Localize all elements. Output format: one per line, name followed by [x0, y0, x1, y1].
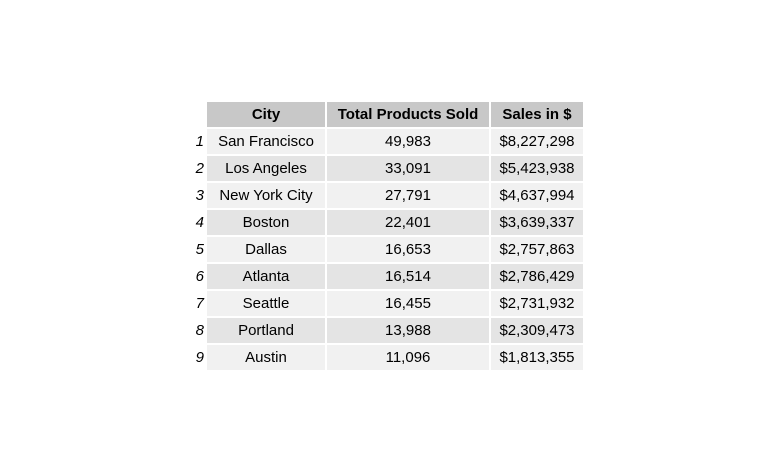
column-header-sales: Sales in $	[491, 102, 583, 127]
table-row: 5 Dallas 16,653 $2,757,863	[190, 237, 583, 262]
city-cell: Portland	[207, 318, 325, 343]
city-cell: San Francisco	[207, 129, 325, 154]
city-cell: Austin	[207, 345, 325, 370]
table-row: 3 New York City 27,791 $4,637,994	[190, 183, 583, 208]
products-sold-cell: 13,988	[327, 318, 489, 343]
sales-by-city-table: City Total Products Sold Sales in $ 1 San…	[188, 100, 585, 372]
sales-cell: $5,423,938	[491, 156, 583, 181]
row-index: 3	[195, 187, 204, 204]
sales-cell: $2,731,932	[491, 291, 583, 316]
products-sold-cell: 16,653	[327, 237, 489, 262]
column-header-products: Total Products Sold	[327, 102, 489, 127]
table-row: 1 San Francisco 49,983 $8,227,298	[190, 129, 583, 154]
products-sold-cell: 16,455	[327, 291, 489, 316]
sales-cell: $1,813,355	[491, 345, 583, 370]
sales-cell: $4,637,994	[491, 183, 583, 208]
table-row: 8 Portland 13,988 $2,309,473	[190, 318, 583, 343]
table-row: 6 Atlanta 16,514 $2,786,429	[190, 264, 583, 289]
table-header-row: City Total Products Sold Sales in $	[190, 102, 583, 127]
sales-cell: $3,639,337	[491, 210, 583, 235]
sales-cell: $2,786,429	[491, 264, 583, 289]
sales-table-container: City Total Products Sold Sales in $ 1 San…	[188, 100, 585, 372]
products-sold-cell: 22,401	[327, 210, 489, 235]
products-sold-cell: 33,091	[327, 156, 489, 181]
sales-cell: $2,309,473	[491, 318, 583, 343]
table-row: 7 Seattle 16,455 $2,731,932	[190, 291, 583, 316]
table-body: 1 San Francisco 49,983 $8,227,298 2 Los Angel…	[190, 129, 583, 370]
row-index: 9	[195, 349, 204, 366]
sales-cell: $8,227,298	[491, 129, 583, 154]
city-cell: Los Angeles	[207, 156, 325, 181]
products-sold-cell: 11,096	[327, 345, 489, 370]
table-row: 9 Austin 11,096 $1,813,355	[190, 345, 583, 370]
products-sold-cell: 16,514	[327, 264, 489, 289]
city-cell: Dallas	[207, 237, 325, 262]
table-row: 2 Los Angeles 33,091 $5,423,938	[190, 156, 583, 181]
row-index: 2	[195, 160, 204, 177]
row-index: 4	[195, 214, 204, 231]
column-header-city: City	[207, 102, 325, 127]
city-cell: Seattle	[207, 291, 325, 316]
city-cell: Boston	[207, 210, 325, 235]
products-sold-cell: 27,791	[327, 183, 489, 208]
row-index: 7	[195, 295, 204, 312]
row-index: 6	[195, 268, 204, 285]
row-index: 5	[195, 241, 204, 258]
sales-cell: $2,757,863	[491, 237, 583, 262]
city-cell: Atlanta	[207, 264, 325, 289]
table-row: 4 Boston 22,401 $3,639,337	[190, 210, 583, 235]
row-index-header	[190, 102, 205, 127]
city-cell: New York City	[207, 183, 325, 208]
row-index: 8	[195, 322, 204, 339]
row-index: 1	[195, 133, 204, 150]
products-sold-cell: 49,983	[327, 129, 489, 154]
